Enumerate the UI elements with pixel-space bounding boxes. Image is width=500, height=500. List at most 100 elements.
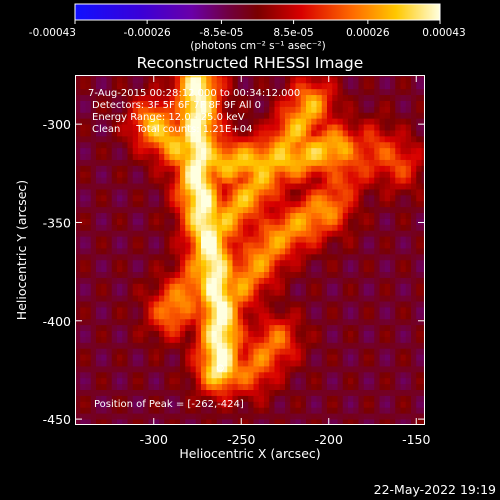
heatmap-cell	[90, 100, 97, 107]
heatmap-cell	[180, 230, 186, 237]
heatmap-cell	[180, 407, 186, 414]
heatmap-cell	[321, 413, 328, 420]
heatmap-cell	[143, 371, 149, 379]
heatmap-cell	[337, 212, 344, 219]
heatmap-cell	[159, 94, 165, 101]
heatmap-cell	[132, 106, 139, 113]
heatmap-cell	[248, 354, 254, 361]
heatmap-cell	[258, 360, 265, 367]
heatmap-cell	[300, 236, 307, 243]
heatmap-cell	[363, 248, 370, 255]
heatmap-cell	[243, 354, 249, 361]
heatmap-cell	[384, 289, 391, 296]
heatmap-cell	[164, 112, 170, 119]
heatmap-cell	[159, 312, 165, 320]
heatmap-cell	[143, 76, 149, 84]
heatmap-cell	[363, 224, 370, 231]
heatmap-cell	[216, 183, 223, 190]
heatmap-cell	[138, 377, 144, 385]
heatmap-cell	[211, 248, 218, 255]
heatmap-cell	[153, 259, 160, 267]
heatmap-cell	[358, 318, 365, 326]
heatmap-cell	[206, 307, 212, 314]
heatmap-cell	[232, 147, 239, 155]
heatmap-cell	[80, 307, 86, 314]
heatmap-cell	[96, 76, 102, 84]
heatmap-cell	[174, 366, 181, 373]
heatmap-cell	[253, 377, 260, 385]
heatmap-cell	[195, 94, 202, 101]
heatmap-cell	[274, 360, 281, 367]
heatmap-cell	[122, 301, 128, 308]
heatmap-cell	[321, 183, 328, 190]
heatmap-cell	[421, 371, 425, 379]
heatmap-cell	[390, 248, 396, 255]
heatmap-cell	[348, 194, 354, 202]
heatmap-cell	[206, 354, 212, 361]
heatmap-cell	[159, 259, 165, 267]
heatmap-cell	[190, 171, 197, 178]
heatmap-cell	[96, 171, 102, 178]
heatmap-cell	[269, 401, 275, 408]
heatmap-cell	[369, 295, 375, 302]
heatmap-cell	[258, 124, 265, 131]
heatmap-area	[75, 75, 425, 425]
heatmap-cell	[143, 82, 149, 90]
heatmap-cell	[96, 118, 102, 125]
heatmap-cell	[248, 177, 254, 184]
heatmap-cell	[258, 271, 265, 278]
heatmap-cell	[327, 165, 333, 172]
heatmap-cell	[143, 194, 149, 202]
heatmap-cell	[363, 354, 370, 361]
heatmap-cell	[379, 342, 386, 349]
heatmap-cell	[153, 419, 160, 425]
heatmap-cell	[185, 271, 191, 278]
heatmap-cell	[311, 171, 317, 178]
heatmap-cell	[384, 218, 391, 225]
heatmap-cell	[132, 194, 139, 202]
heatmap-cell	[264, 389, 270, 396]
heatmap-cell	[316, 106, 323, 113]
heatmap-cell	[416, 354, 422, 361]
heatmap-cell	[232, 194, 239, 202]
colorbar-tick-label: -0.00026	[124, 27, 172, 39]
heatmap-cell	[111, 271, 118, 278]
heatmap-cell	[90, 118, 97, 125]
heatmap-cell	[348, 183, 354, 190]
heatmap-cell	[248, 336, 254, 343]
heatmap-cell	[174, 371, 181, 379]
footer-date: 22-May-2022 19:19	[374, 482, 496, 497]
heatmap-cell	[201, 200, 207, 208]
heatmap-cell	[127, 307, 134, 314]
heatmap-cell	[342, 141, 349, 149]
heatmap-cell	[80, 366, 86, 373]
colorbar: -0.00043 -0.00026 -8.5e-05 8.5e-05 0.00026 0.…	[29, 3, 466, 52]
heatmap-cell	[227, 147, 233, 155]
heatmap-cell	[363, 76, 370, 84]
heatmap-cell	[232, 200, 239, 208]
heatmap-cell	[80, 371, 86, 379]
heatmap-cell	[327, 194, 333, 202]
heatmap-cell	[300, 153, 307, 160]
heatmap-cell	[222, 377, 228, 385]
heatmap-cell	[300, 242, 307, 249]
heatmap-cell	[75, 360, 81, 367]
heatmap-cell	[290, 171, 296, 178]
heatmap-cell	[201, 383, 207, 391]
heatmap-cell	[75, 283, 81, 290]
heatmap-cell	[138, 141, 144, 149]
heatmap-cell	[264, 330, 270, 337]
heatmap-cell	[143, 307, 149, 314]
heatmap-cell	[222, 183, 228, 190]
heatmap-cell	[327, 200, 333, 208]
heatmap-cell	[274, 354, 281, 361]
heatmap-cell	[143, 147, 149, 155]
heatmap-cell	[327, 242, 333, 249]
heatmap-cell	[148, 147, 155, 155]
heatmap-cell	[195, 141, 202, 149]
heatmap-cell	[279, 360, 286, 367]
heatmap-cell	[384, 371, 391, 379]
heatmap-cell	[390, 75, 396, 78]
heatmap-cell	[106, 360, 113, 367]
heatmap-cell	[96, 342, 102, 349]
